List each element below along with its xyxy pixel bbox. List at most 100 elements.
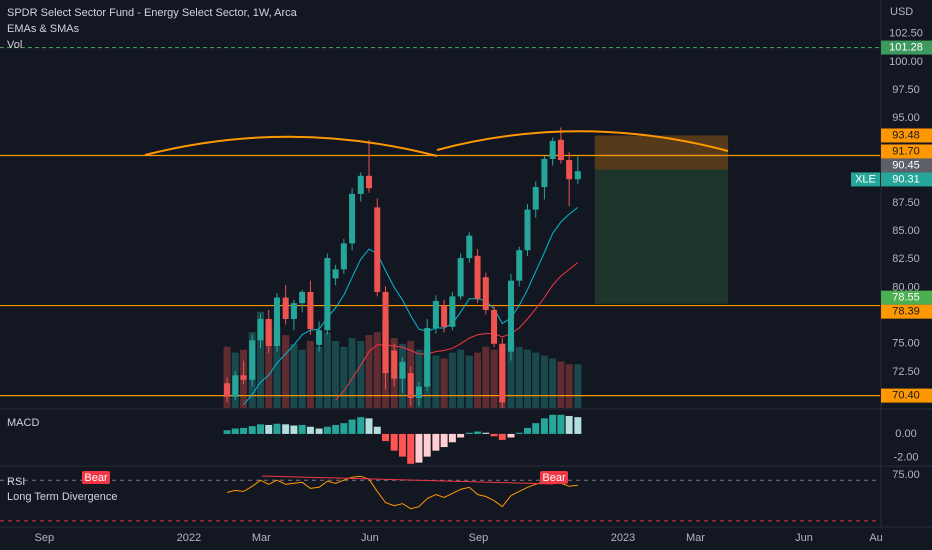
- macd-bar: [357, 417, 365, 434]
- candle-body: [466, 235, 473, 259]
- indicator-label: Vol: [7, 39, 22, 51]
- candle-body: [516, 250, 523, 281]
- signal-badge: [540, 471, 568, 484]
- arc: [144, 135, 438, 157]
- candle-body: [524, 209, 531, 251]
- price-badge-label: 90.45: [892, 159, 920, 171]
- candle-body: [316, 330, 323, 345]
- volume-bar: [457, 349, 465, 408]
- volume-bar: [507, 340, 515, 408]
- volume-bar: [357, 340, 365, 408]
- price-badge: [881, 388, 932, 403]
- volume-bar: [340, 346, 348, 408]
- volume-bar: [490, 349, 498, 408]
- macd-bar: [332, 424, 340, 434]
- rsi-pane: [0, 475, 880, 522]
- volume-bar: [298, 349, 306, 408]
- y-tick-label: 97.50: [892, 84, 920, 96]
- candle-body: [265, 318, 272, 347]
- price-badge: [881, 40, 932, 55]
- candle-body: [491, 309, 498, 344]
- volume-bar: [282, 335, 290, 408]
- macd-bar: [457, 433, 465, 438]
- x-tick-label: Sep: [34, 532, 54, 544]
- volume-bar: [440, 358, 448, 408]
- x-tick-label: Jun: [361, 532, 379, 544]
- price-badge-label: 78.55: [892, 292, 920, 304]
- axes: 102.50 100.00 97.50 95.00 87.50 85.00 82.50 80.…: [34, 28, 932, 544]
- macd-bar: [315, 428, 323, 434]
- macd-bar: [574, 417, 582, 434]
- price-badge: [881, 172, 932, 187]
- candle-body: [340, 243, 347, 270]
- candle-body: [349, 193, 356, 244]
- candle-body: [232, 375, 239, 397]
- moving-average: [335, 262, 579, 401]
- volume-bar: [523, 349, 531, 408]
- x-tick-label: Mar: [252, 532, 271, 544]
- y-tick-label: 75.00: [892, 469, 920, 481]
- price-badge: [881, 128, 932, 143]
- macd-bar: [540, 418, 548, 434]
- candle-body: [507, 280, 514, 352]
- volume-bar: [348, 338, 356, 408]
- volume-bar: [574, 364, 582, 408]
- volume-bar: [515, 346, 523, 408]
- macd-bar: [231, 428, 239, 434]
- y-tick-label: 95.00: [892, 112, 920, 124]
- macd-bar: [365, 418, 373, 434]
- candle-body: [299, 291, 306, 304]
- candle-body: [399, 361, 406, 379]
- volume-bar: [532, 352, 540, 408]
- y-tick-label: -2.00: [893, 452, 918, 464]
- candle-body: [324, 258, 331, 331]
- y-tick-label: 100.00: [889, 56, 923, 68]
- x-tick-label: 2023: [611, 532, 635, 544]
- y-tick-label: 102.50: [889, 28, 923, 40]
- macd-bar: [265, 424, 273, 434]
- indicator-label: EMAs & SMAs: [7, 23, 80, 35]
- x-tick-label: 2022: [177, 532, 201, 544]
- candle-body: [474, 255, 481, 299]
- macd-bar: [515, 432, 523, 434]
- x-tick-label: Mar: [686, 532, 705, 544]
- macd-bar: [340, 423, 348, 434]
- rsi-label: RSI: [7, 476, 25, 488]
- target-zone: [594, 169, 729, 304]
- volume-bar: [448, 352, 456, 408]
- candle-body: [357, 175, 364, 194]
- symbol-badge: [851, 172, 880, 187]
- price-badge-label: 90.31: [892, 173, 920, 185]
- macd-bar: [507, 433, 515, 438]
- candle-body: [499, 343, 506, 403]
- macd-bar: [498, 433, 506, 440]
- macd-bar: [532, 423, 540, 434]
- candle-body: [374, 207, 381, 292]
- macd-bar: [490, 433, 498, 437]
- price-badge: [881, 290, 932, 305]
- volume-bar: [223, 346, 231, 408]
- macd-bar: [223, 430, 231, 434]
- candle-body: [449, 296, 456, 327]
- candle-body: [441, 305, 448, 327]
- volume-bar: [306, 340, 314, 408]
- chart-title: SPDR Select Sector Fund - Energy Select …: [7, 7, 298, 19]
- x-tick-label: Sep: [469, 532, 489, 544]
- signal-label: Bear: [542, 472, 566, 484]
- volume-bar: [332, 340, 340, 408]
- candle-body: [224, 383, 231, 397]
- moving-average: [243, 207, 579, 405]
- macd-bar: [298, 424, 306, 434]
- study-label: Long Term Divergence: [7, 491, 117, 503]
- volume-bar: [415, 349, 423, 408]
- candle-body: [249, 340, 256, 380]
- candle-body: [424, 327, 431, 387]
- volume-bar: [549, 358, 557, 408]
- candle-body: [574, 171, 581, 180]
- volume-bar: [482, 346, 490, 408]
- macd-bar: [474, 431, 482, 434]
- macd-bar: [248, 426, 256, 434]
- candle-body: [257, 318, 264, 341]
- volume-bar: [432, 355, 440, 408]
- stop-zone: [594, 135, 729, 170]
